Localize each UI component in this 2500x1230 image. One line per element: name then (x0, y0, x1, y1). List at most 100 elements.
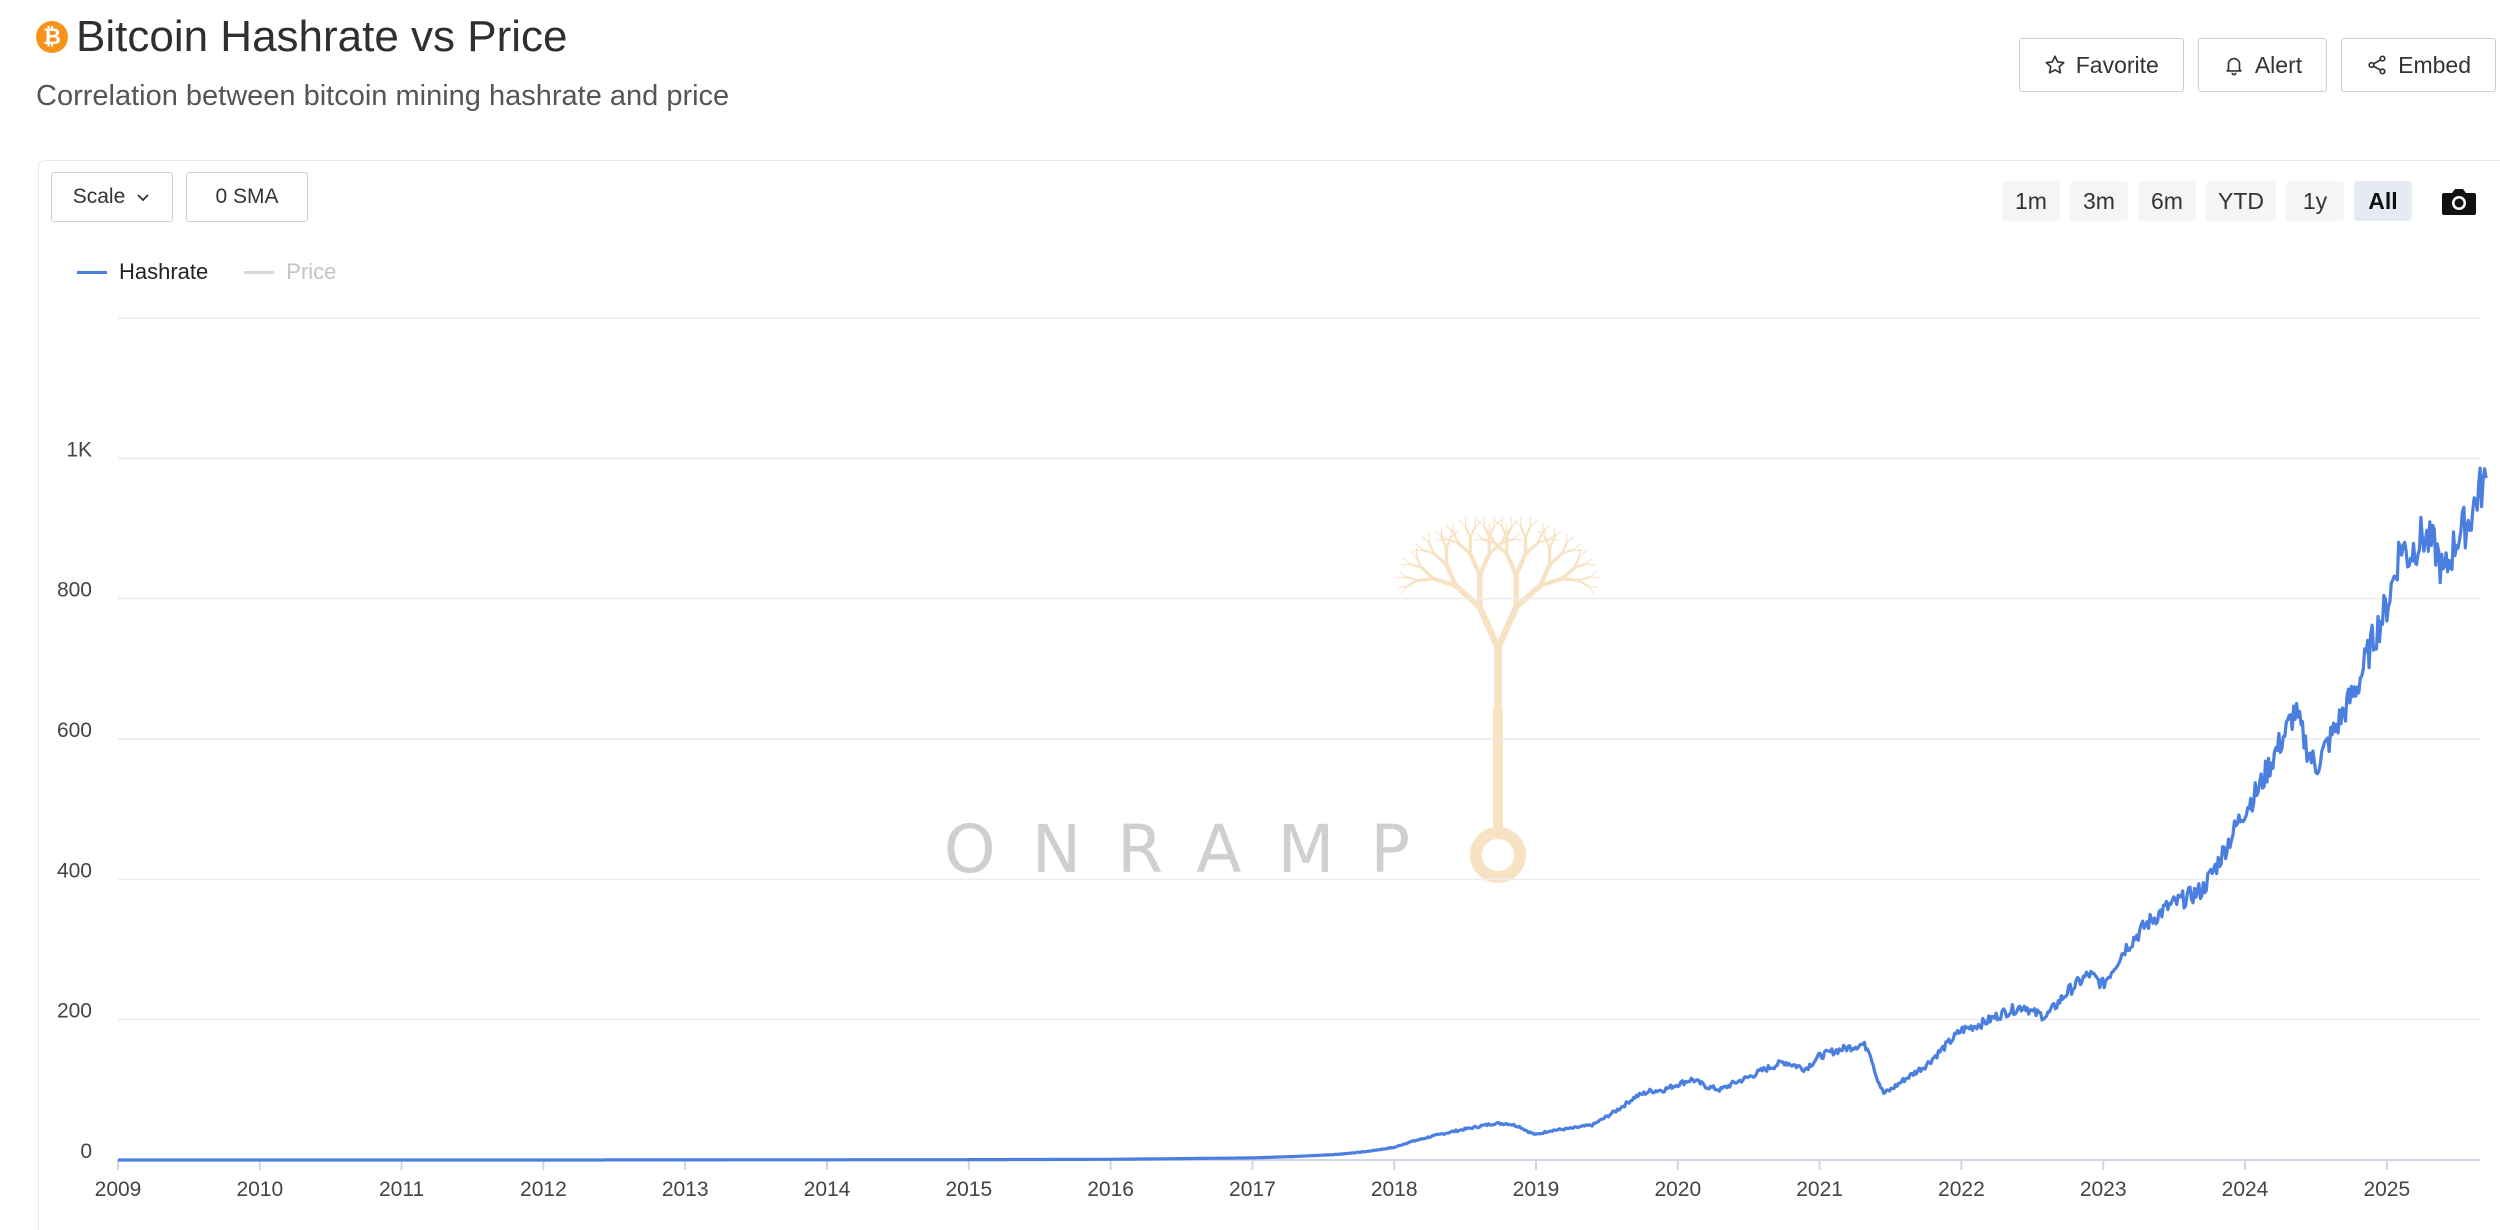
tree-branch (1536, 538, 1551, 544)
legend-swatch-price (244, 270, 275, 274)
tree-branch (1405, 579, 1419, 588)
alert-label: Alert (2254, 51, 2303, 78)
tree-branch (1553, 530, 1562, 538)
range-3m[interactable]: 3m (2070, 181, 2128, 221)
y-tick-label: 400 (57, 859, 92, 882)
page-title: Bitcoin Hashrate vs Price (76, 12, 568, 61)
tree-branch (1464, 525, 1472, 539)
tree-branch (1537, 576, 1565, 588)
alert-button[interactable]: Alert (2197, 38, 2328, 92)
tree-branch (1560, 565, 1577, 581)
embed-label: Embed (2398, 51, 2471, 78)
x-tick-label: 2012 (520, 1178, 567, 1201)
x-tick-label: 2016 (1087, 1178, 1134, 1201)
tree-branch (1524, 525, 1532, 539)
tree-branch (1404, 575, 1419, 582)
range-1y[interactable]: 1y (2286, 181, 2344, 221)
tree-branch (1494, 603, 1520, 652)
tree-branch (1577, 575, 1592, 582)
tree-branch (1468, 551, 1482, 578)
x-tick-label: 2009 (95, 1178, 142, 1201)
tree-branch (1432, 551, 1449, 567)
series-lines (117, 466, 2488, 1162)
camera-icon[interactable] (2440, 185, 2478, 217)
watermark-text: ONRAMP (944, 811, 1446, 888)
tree-branch (1473, 538, 1484, 541)
tree-branch (1401, 586, 1408, 595)
y-tick-label: 800 (57, 579, 92, 602)
tree-branch (1415, 555, 1423, 569)
share-icon (2368, 55, 2386, 75)
favorite-label: Favorite (2075, 51, 2159, 78)
tree-branch (1475, 532, 1484, 540)
x-tick-label: 2018 (1371, 1178, 1418, 1201)
tree-branch (1477, 551, 1492, 578)
tree-branch (1513, 520, 1522, 527)
tree-branch (1431, 576, 1459, 588)
bell-icon (2226, 57, 2242, 76)
tree-branch (1397, 586, 1408, 589)
tree-branch (1444, 562, 1459, 588)
scale-dropdown[interactable]: Scale (51, 172, 173, 222)
tree-branch (1456, 541, 1473, 556)
x-tick-label: 2024 (2222, 1178, 2269, 1201)
header-actions: Favorite Alert Embed (2018, 38, 2496, 92)
tree-branch (1578, 550, 1587, 558)
x-tick-label: 2023 (2080, 1178, 2127, 1201)
tree-branch (1573, 562, 1588, 569)
embed-button[interactable]: Embed (2341, 38, 2496, 92)
tree-branch (1577, 579, 1591, 588)
tree-branch (1512, 532, 1521, 540)
tree-branch (1511, 520, 1519, 527)
tree-branch (1542, 525, 1550, 533)
tree-branch (1487, 541, 1504, 556)
tree-branch (1445, 538, 1460, 544)
tree-branch (1453, 583, 1483, 610)
x-tick-label: 2014 (804, 1178, 851, 1201)
tree-branch (1419, 565, 1436, 581)
legend-swatch-hashrate (77, 270, 107, 274)
tree-branch (1428, 541, 1436, 555)
legend-label-hashrate: Hashrate (119, 259, 209, 284)
sma-button[interactable]: 0 SMA (186, 172, 308, 222)
legend-label-price: Price (286, 259, 337, 284)
tree-branch (1560, 548, 1575, 555)
tree-branch (1560, 541, 1568, 555)
tree-branch (1585, 557, 1593, 565)
tree-branch (1585, 563, 1596, 566)
watermark-ring (1470, 827, 1526, 883)
range-all[interactable]: All (2354, 181, 2412, 221)
x-tick-label: 2020 (1654, 1178, 1701, 1201)
tree-branch (1536, 530, 1544, 544)
range-ytd[interactable]: YTD (2206, 181, 2276, 221)
tree-branch (1493, 520, 1502, 527)
tree-branch (1469, 525, 1477, 539)
tree-branch (1477, 520, 1485, 527)
series-line-hashrate[interactable] (117, 466, 2488, 1162)
legend-item-hashrate[interactable]: Hashrate (77, 259, 208, 285)
tree-branch (1398, 570, 1407, 578)
tree-branch (1537, 562, 1552, 588)
tree-branch (1572, 549, 1583, 552)
tree-branch (1458, 520, 1467, 527)
x-tick-label: 2025 (2363, 1178, 2410, 1201)
tree-branch (1452, 530, 1460, 544)
grid-lines (118, 317, 2480, 1161)
y-axis: 0 200 400 600 800 1K (57, 438, 92, 1163)
range-selector: 1m 3m 6m YTD 1y All (2002, 181, 2412, 221)
legend-item-price[interactable]: Price (244, 259, 336, 285)
page-subtitle: Correlation between bitcoin mining hashr… (36, 80, 730, 112)
tree-branch (1589, 570, 1598, 578)
range-6m[interactable]: 6m (2138, 181, 2196, 221)
range-1m[interactable]: 1m (2002, 181, 2060, 221)
tree-branch (1537, 530, 1546, 538)
favorite-button[interactable]: Favorite (2018, 38, 2184, 92)
tree-branch (1504, 551, 1519, 578)
bitcoin-icon: ₿ (36, 21, 68, 53)
tree-branch (1437, 538, 1448, 541)
tree-branch (1415, 577, 1436, 583)
scale-label: Scale (72, 185, 126, 208)
tree-branch (1543, 535, 1551, 550)
tree-branch (1422, 536, 1430, 544)
x-tick-label: 2019 (1513, 1178, 1560, 1201)
